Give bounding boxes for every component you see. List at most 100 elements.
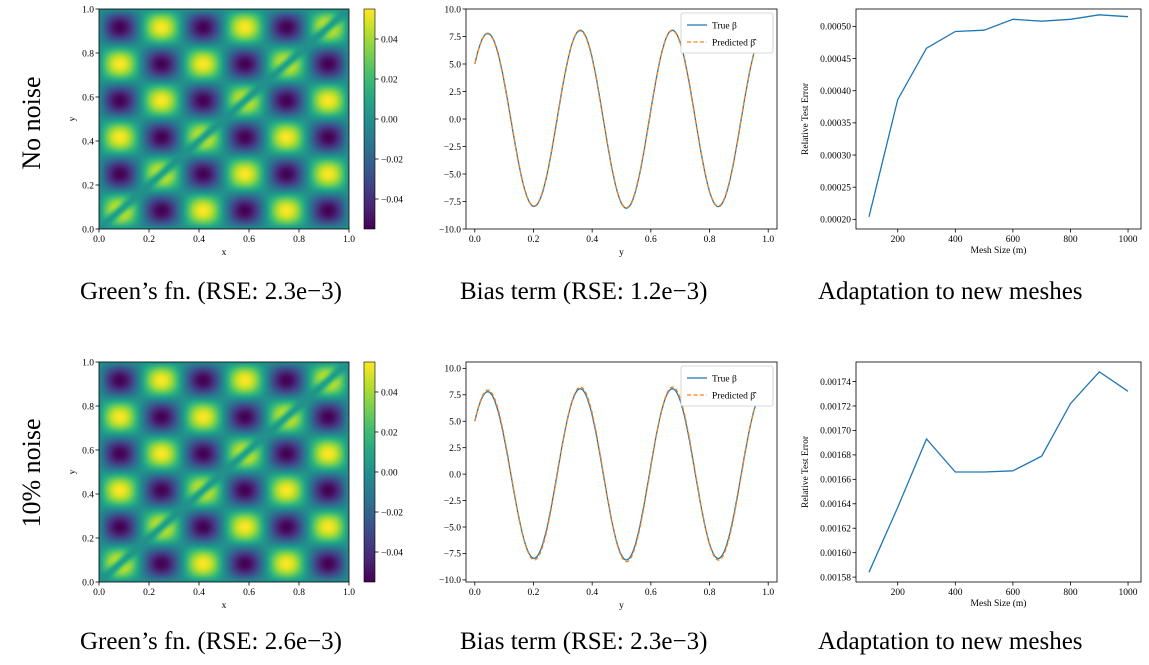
x-tick-label: 400 [948,235,963,245]
x-tick-label: 600 [1006,235,1021,245]
x-axis-label: x [222,248,227,258]
x-tick-label: 0.2 [528,588,540,598]
heatmap-panel-no-noise-green: 0.0 0.2 0.4 0.6 0.8 1.0 0.0 0.2 0.4 0.6 0.8 1.0 x y 0.… [68,5,403,258]
x-tick-label: 0.4 [586,588,598,598]
heatmap-panel-noise-green: 0.0 0.2 0.4 0.6 0.8 1.0 0.0 0.2 0.4 0.6 0.8 1.0 x y 0.… [68,358,403,611]
plot-frame [855,8,1142,230]
x-tick-label: 0.6 [645,235,657,245]
y-tick-label: 0.0 [449,470,461,480]
x-tick-label: 0.4 [193,235,205,245]
y-tick-label: 0.00164 [820,500,851,510]
x-tick-label: 1.0 [762,235,774,245]
y-tick-label: 0.00040 [820,87,851,97]
y-tick-label: 0.8 [82,49,94,59]
y-tick-label: 0.00168 [820,451,851,461]
x-tick-label: 200 [891,235,906,245]
x-axis-label: Mesh Size (m) [971,598,1027,609]
y-tick-label: 0.00160 [820,549,851,559]
y-tick-label: 0.4 [82,490,94,500]
x-tick-label: 0.0 [93,235,105,245]
colorbar-tick-label: −0.02 [381,155,403,165]
y-tick-label: 10.0 [444,5,461,15]
y-tick-label: 0.0 [82,225,94,235]
colorbar [363,8,376,230]
row-label-no-noise: No noise [17,76,46,170]
y-tick-label: 7.5 [449,391,461,401]
x-tick-label: 0.6 [243,588,255,598]
x-tick-label: 1000 [1119,235,1138,245]
y-tick-label: 2.5 [449,444,461,454]
bias-panel-no-noise-bias: 0.0 0.2 0.4 0.6 0.8 1.0 10.0 7.5 5.0 2.5 0.0 −2.5 −5… [439,5,778,258]
heatmap-image [99,362,349,582]
y-tick-label: 0.00025 [820,183,851,193]
y-tick-label: −7.5 [444,550,461,560]
series-line [868,370,1129,573]
colorbar-tick-label: 0.00 [381,115,398,125]
caption-adaptation-noise: Adaptation to new meshes [818,628,1083,655]
row-label-noise: 10% noise [17,418,46,528]
y-tick-label: 5.0 [449,60,461,70]
x-axis-label: y [619,248,624,258]
plot-frame [98,361,350,583]
caption-green-no-noise: Green’s fn. (RSE: 2.3e−3) [80,278,342,305]
y-axis-label: Relative Test Error [801,82,811,155]
series-line [868,14,1129,217]
y-tick-label: 0.00045 [820,55,851,65]
x-tick-label: 800 [1063,588,1078,598]
colorbar-tick-label: 0.04 [381,388,398,398]
x-tick-label: 200 [891,588,906,598]
colorbar-tick-label: 0.02 [381,75,398,85]
x-tick-label: 1.0 [343,235,355,245]
caption-adaptation-no-noise: Adaptation to new meshes [818,278,1083,305]
x-tick-label: 0.0 [469,235,481,245]
y-tick-label: 0.00035 [820,119,851,129]
y-tick-label: 1.0 [82,358,94,368]
x-tick-label: 0.0 [93,588,105,598]
y-axis-label: y [68,116,78,121]
x-tick-label: 400 [948,588,963,598]
x-tick-label: 0.4 [586,235,598,245]
x-axis-label: Mesh Size (m) [971,245,1027,256]
x-tick-label: 0.6 [243,235,255,245]
legend-label: True β [712,375,737,385]
x-tick-label: 0.0 [469,588,481,598]
x-tick-label: 0.6 [645,588,657,598]
legend [680,365,774,407]
colorbar [363,361,376,583]
y-tick-label: 0.2 [82,534,94,544]
x-tick-label: 0.8 [293,235,305,245]
colorbar-tick-label: −0.04 [381,548,403,558]
y-tick-label: 0.00172 [820,402,851,412]
caption-green-noise: Green’s fn. (RSE: 2.6e−3) [80,628,342,655]
x-axis-label: y [619,601,624,611]
y-tick-label: 0.6 [82,446,94,456]
x-tick-label: 1.0 [762,588,774,598]
series-line-predicted [474,30,769,209]
legend-label: True β [712,22,737,32]
y-tick-label: 10.0 [444,365,461,375]
series-line-predicted [474,386,769,563]
x-tick-label: 1000 [1119,588,1138,598]
y-tick-label: 0.8 [82,402,94,412]
y-tick-label: 0.6 [82,93,94,103]
legend-label: Predicted β̂ [712,38,757,49]
y-tick-label: 5.0 [449,418,461,428]
colorbar-tick-label: 0.02 [381,428,398,438]
x-tick-label: 0.2 [528,235,540,245]
y-tick-label: 2.5 [449,88,461,98]
y-tick-label: 0.00166 [820,476,851,486]
y-tick-label: −10.0 [439,225,461,235]
x-tick-label: 0.2 [143,588,155,598]
y-tick-label: 0.00020 [820,216,851,226]
adapt-panel-no-noise-adaptation: 200 400 600 800 1000 0.00050 0.00045 0.00040 0.0… [801,8,1142,256]
heatmap-image [99,9,349,229]
y-tick-label: −7.5 [444,198,461,208]
adapt-panel-noise-adaptation: 200 400 600 800 1000 0.00174 0.00172 0.00170 0.0… [801,361,1142,609]
x-axis-label: x [222,601,227,611]
y-tick-label: −2.5 [444,497,461,507]
legend-label: Predicted β̂ [712,391,757,402]
y-tick-label: 0.0 [449,115,461,125]
plot-frame [98,8,350,230]
y-tick-label: 1.0 [82,5,94,15]
